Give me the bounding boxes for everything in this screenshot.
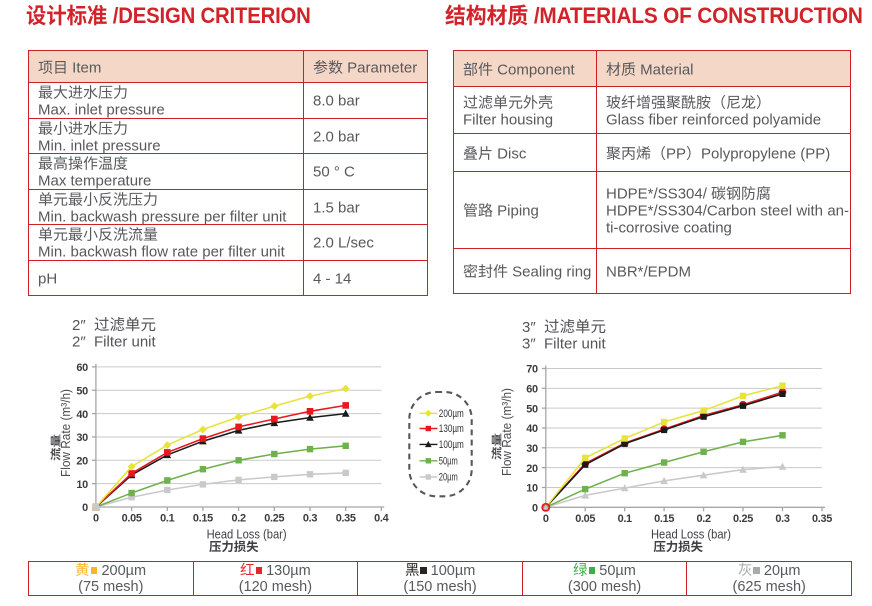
svg-text:10: 10 [526,483,538,495]
svg-text:Flow Rate (m³/h): Flow Rate (m³/h) [499,388,514,476]
svg-text:70: 70 [526,364,538,376]
svg-text:Filter unit: Filter unit [94,334,157,351]
svg-text:0.2: 0.2 [696,513,710,525]
svg-text:10: 10 [76,479,88,491]
svg-text:Flow Rate (m³/h): Flow Rate (m³/h) [58,389,73,477]
svg-text:Head Loss (bar): Head Loss (bar) [651,526,731,541]
svg-text:50µm: 50µm [439,456,458,468]
svg-text:20: 20 [526,463,538,475]
svg-text:0.1: 0.1 [160,513,174,525]
svg-text:130µm: 130µm [439,423,464,435]
svg-text:3″: 3″ [522,336,536,353]
svg-text:0.25: 0.25 [733,513,753,525]
svg-text:Filter unit: Filter unit [544,336,607,353]
svg-text:50: 50 [526,403,538,415]
svg-text:0.05: 0.05 [122,513,142,525]
svg-text:100µm: 100µm [439,439,464,451]
svg-text:60: 60 [76,362,88,374]
svg-text:0.15: 0.15 [654,513,674,525]
svg-text:40: 40 [526,423,538,435]
svg-text:20: 20 [76,456,88,468]
svg-text:0.15: 0.15 [193,513,213,525]
svg-text:0: 0 [93,513,99,525]
svg-text:30: 30 [526,443,538,455]
svg-text:0.25: 0.25 [264,513,284,525]
svg-text:30: 30 [76,432,88,444]
svg-text:40: 40 [76,409,88,421]
svg-text:2″: 2″ [72,334,86,351]
svg-text:Head Loss (bar): Head Loss (bar) [207,526,287,541]
svg-text:0.1: 0.1 [618,513,632,525]
svg-text:200µm: 200µm [439,408,464,420]
svg-text:20µm: 20µm [439,472,458,484]
svg-text:0.05: 0.05 [575,513,595,525]
svg-text:0.35: 0.35 [812,513,832,525]
svg-text:60: 60 [526,384,538,396]
svg-text:0.2: 0.2 [231,513,245,525]
svg-text:3″: 3″ [522,319,536,336]
svg-text:0.3: 0.3 [775,513,789,525]
svg-text:0: 0 [532,503,538,515]
svg-text:0: 0 [82,502,88,514]
svg-text:0.4: 0.4 [374,513,388,525]
svg-text:0.35: 0.35 [336,513,356,525]
svg-text:0: 0 [543,513,549,525]
svg-text:50: 50 [76,385,88,397]
svg-text:2″: 2″ [72,317,86,334]
svg-text:0.3: 0.3 [303,513,317,525]
